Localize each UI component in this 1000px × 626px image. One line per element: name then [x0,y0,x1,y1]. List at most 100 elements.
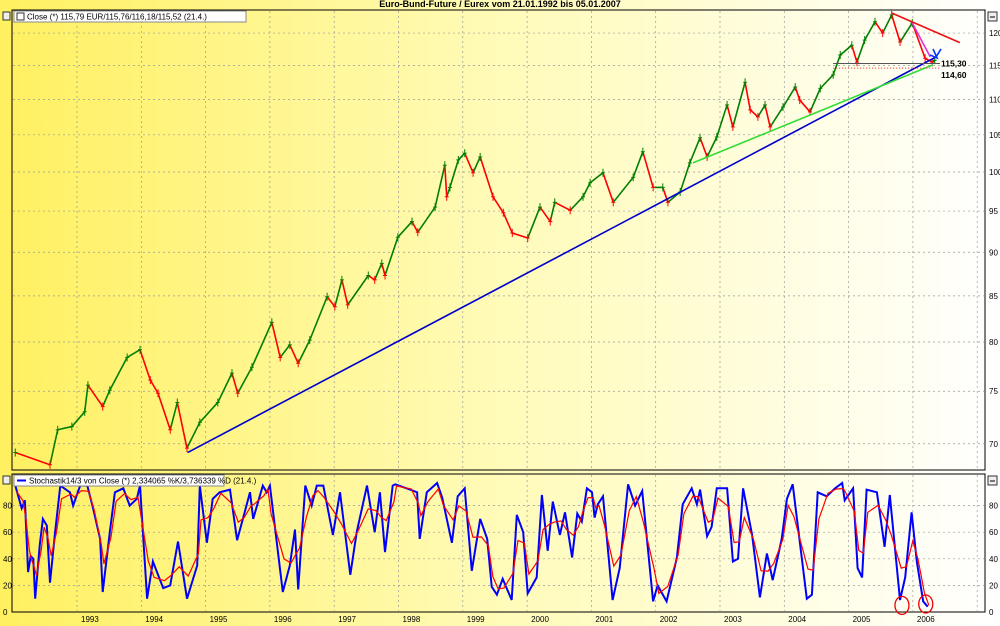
legend-checkbox[interactable] [16,12,25,21]
x-tick-label: 2001 [595,615,613,624]
price-segment [632,151,644,178]
y-tick-label: 100 [989,168,1000,177]
stochastic-d-line [16,485,930,606]
price-segment [757,104,766,118]
price-segment [472,156,481,174]
price-panel[interactable]: 7070757580808585909095951001001051051101… [2,9,1000,471]
level-label: 114,60 [941,70,967,80]
y-tick-label: 60 [989,528,998,537]
highlight-circle [894,595,910,615]
price-segment [819,74,834,89]
price-segment [764,104,771,128]
price-segment [334,279,343,307]
price-segment [109,357,128,391]
price-legend: Close (*) 115,79 EUR/115,76/116,18/115,5… [27,13,207,22]
price-segment [689,137,701,164]
price-segment [176,402,188,449]
price-segment [309,296,328,341]
x-tick-label: 2006 [917,615,935,624]
price-segment [49,429,59,465]
price-segment [749,109,759,118]
stochastic-k-line [14,481,929,608]
price-segment [642,151,654,188]
x-tick-label: 1997 [338,615,356,624]
price-segment [539,206,551,223]
y-tick-label: 80 [989,502,998,511]
price-segment [101,389,111,407]
stochastic-left-button[interactable] [2,475,11,485]
price-segment [479,156,494,198]
price-segment [157,392,171,431]
price-segment [279,344,291,358]
price-segment [744,82,752,110]
price-segment [549,202,556,222]
price-segment [297,339,311,364]
trendline [692,64,934,164]
y-tick-label: 70 [989,440,998,449]
y-tick-label: 95 [989,207,998,216]
stochastic-legend-box [13,474,225,487]
y-tick-label: 90 [989,248,998,257]
price-segment [799,99,811,113]
x-tick-label: 2003 [724,615,742,624]
price-segment [899,22,913,43]
trendline [891,12,961,44]
price-segment [890,14,901,43]
price-segment [347,275,369,306]
price-segment [417,206,436,233]
price-segment [716,104,728,138]
stochastic-series [14,481,930,608]
y-tick-label: 85 [989,292,998,301]
price-segment [445,187,451,198]
price-y-axis: 7070757580808585909095951001001051051101… [989,29,1000,449]
price-panel-frame [11,9,986,471]
y-tick-label: 105 [989,131,1000,140]
price-grid [13,11,984,469]
y-tick-label-left: 60 [3,528,12,537]
price-segment [57,425,73,431]
stochastic-y-axis: 0 0 20 20 40 40 60 60 80 80 [3,502,998,617]
x-tick-label: 1994 [145,615,163,624]
price-segment [794,86,801,101]
price-segment [769,106,784,128]
price-segment [83,385,89,412]
y-tick-label: 110 [989,95,1000,104]
y-tick-label: 120 [989,29,1000,38]
price-segment [526,206,541,239]
price-series [13,10,937,469]
price-segment [457,152,466,161]
level-label: 115,30 [941,59,967,69]
x-tick-label: 2004 [788,615,806,624]
stochastic-panel[interactable]: 0 0 20 20 40 40 60 60 80 80 Stochastik14/3 von Cl… [2,473,998,617]
y-tick-label-left: 20 [3,581,12,590]
x-tick-label: 2002 [660,615,678,624]
y-tick-label: 40 [989,555,998,564]
y-tick-label-left: 80 [3,502,12,511]
price-segment [612,176,634,203]
price-segment [443,165,448,197]
y-tick-label-left: 0 [3,608,8,617]
price-segment [217,372,233,403]
price-segment [863,21,876,41]
price-segment [373,263,383,281]
price-segment [589,172,604,184]
x-tick-label: 1999 [467,615,485,624]
price-segment [411,221,419,233]
y-tick-label-left: 40 [3,555,12,564]
price-segment [139,349,152,381]
price-segment [169,402,179,430]
price-segment [699,137,708,158]
panel-left-button[interactable] [2,11,11,21]
trendline [187,56,937,454]
price-segment [839,44,853,56]
price-segment [602,172,615,203]
price-segment [199,401,219,423]
price-segment [149,379,159,394]
price-segment [809,88,822,113]
price-segment [231,372,239,394]
price-segment [706,136,718,158]
price-segment [381,263,386,276]
stochastic-panel-frame [11,473,986,613]
arrow-icon [929,48,942,60]
